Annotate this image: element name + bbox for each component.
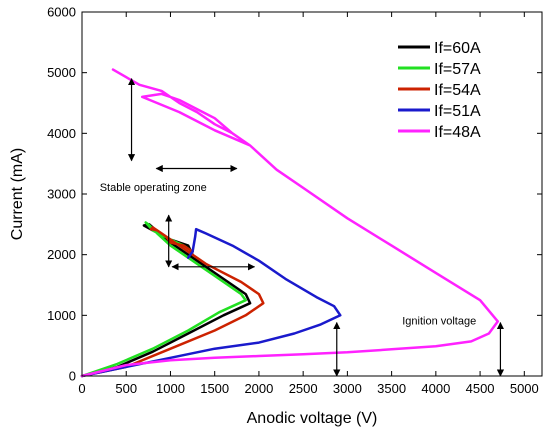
x-tick-label: 500 [115, 381, 137, 396]
y-tick-label: 4000 [47, 126, 76, 141]
legend-label-0: If=60A [434, 40, 481, 57]
legend-label-1: If=57A [434, 61, 481, 78]
y-tick-label: 3000 [47, 187, 76, 202]
y-tick-label: 1000 [47, 308, 76, 323]
legend-label-2: If=54A [434, 82, 481, 99]
y-tick-label: 0 [69, 369, 76, 384]
annotation-text-1: Ignition voltage [402, 315, 476, 327]
x-tick-label: 4500 [466, 381, 495, 396]
x-tick-label: 4000 [421, 381, 450, 396]
series-line-2 [80, 226, 265, 378]
annotation-text-0: Stable operating zone [100, 182, 207, 194]
x-tick-label: 3500 [377, 381, 406, 396]
x-tick-label: 1000 [156, 381, 185, 396]
series-line-1 [80, 221, 247, 378]
x-tick-label: 0 [78, 381, 85, 396]
x-axis-title: Anodic voltage (V) [247, 410, 378, 427]
x-tick-label: 2000 [244, 381, 273, 396]
x-tick-label: 3000 [333, 381, 362, 396]
legend-label-4: If=48A [434, 124, 481, 141]
legend-label-3: If=51A [434, 103, 481, 120]
annotations-layer: Stable operating zone Ignition voltage [100, 182, 477, 327]
series-line-3 [80, 227, 342, 378]
legend: If=60A If=57A If=54A If=51A If=48A [398, 40, 481, 141]
y-tick-label: 5000 [47, 65, 76, 80]
y-tick-label: 2000 [47, 247, 76, 262]
series-line-0 [80, 223, 252, 378]
arrows-layer [127, 78, 505, 377]
x-tick-label: 5000 [510, 381, 539, 396]
ticks-layer: 0 500 1000 1500 2000 2500 3000 3500 4000 4500 5000… [47, 5, 542, 396]
y-axis-title: Current (mA) [9, 148, 26, 240]
x-tick-label: 2500 [289, 381, 318, 396]
x-tick-label: 1500 [200, 381, 229, 396]
y-tick-label: 6000 [47, 5, 76, 20]
